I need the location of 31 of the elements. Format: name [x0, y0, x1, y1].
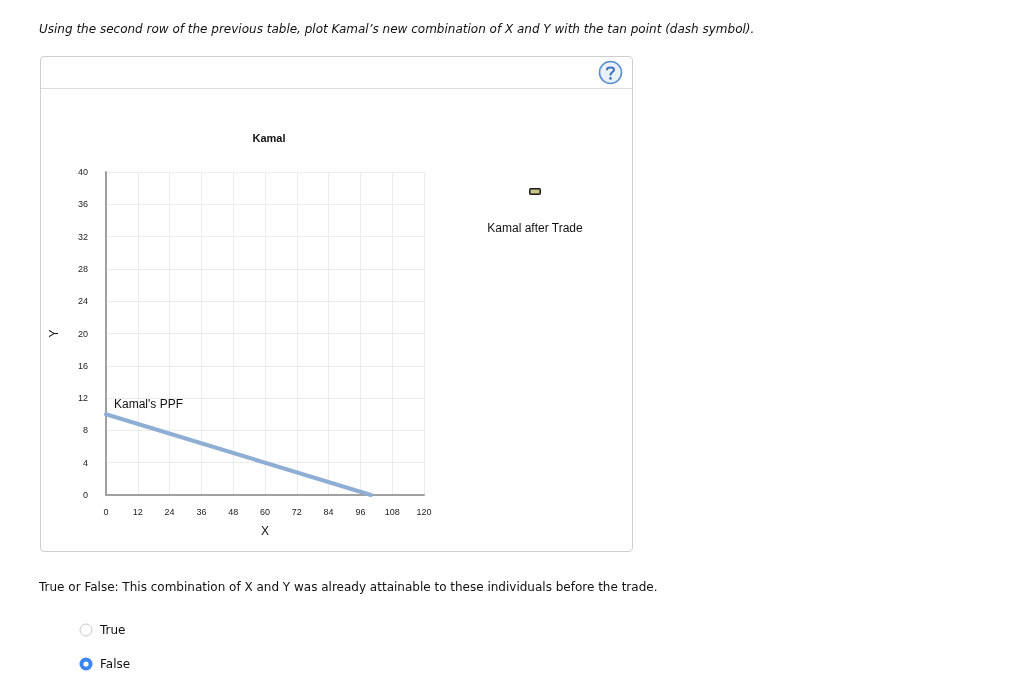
y-tick-label: 24: [77, 296, 88, 307]
x-tick-label: 96: [355, 506, 366, 517]
x-tick-label: 36: [196, 506, 207, 517]
x-tick-label: 108: [384, 506, 400, 517]
y-tick-label: 20: [77, 328, 88, 339]
x-tick-label: 0: [103, 506, 109, 517]
y-tick-label: 36: [77, 199, 88, 210]
y-tick-label: 28: [77, 263, 88, 274]
chart-title: Kamal: [252, 131, 286, 144]
x-tick-label: 84: [323, 506, 334, 517]
x-tick-label: 48: [228, 506, 239, 517]
y-tick-label: 32: [77, 231, 88, 242]
y-tick-label: 40: [77, 167, 88, 177]
text: True or False: This combination of X and Y was already attainable to these individuals before the trade.: [39, 580, 658, 594]
y-tick-label: 16: [77, 360, 88, 371]
y-axis-title: Y: [47, 329, 61, 338]
y-tick-label: 0: [82, 490, 88, 500]
text: False: [100, 657, 131, 671]
y-tick-label: 4: [82, 457, 88, 468]
text: Kamal after Trade: [486, 221, 584, 235]
x-tick-label: 72: [291, 506, 302, 517]
text: Using the second row of the previous table, plot Kamal’s new combination of X and Y with the tan point (dash symbol).: [39, 22, 755, 36]
y-tick-label: 8: [82, 425, 88, 436]
x-axis-title: X: [260, 524, 270, 538]
x-tick-label: 120: [416, 506, 432, 517]
series-label: Kamal's PPF: [114, 397, 183, 412]
x-tick-label: 60: [259, 506, 271, 517]
y-tick-label: 12: [77, 393, 88, 404]
x-tick-label: 24: [164, 506, 175, 517]
text: True: [100, 623, 126, 637]
x-tick-label: 12: [132, 506, 143, 517]
